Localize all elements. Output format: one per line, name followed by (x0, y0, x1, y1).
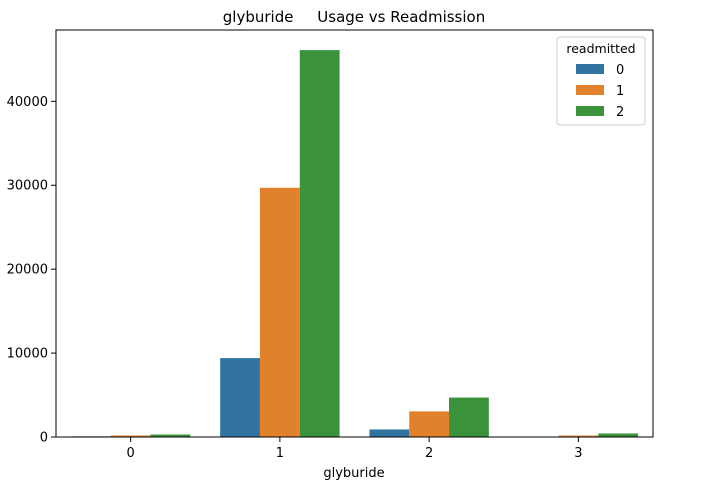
bar-series-2-cat-3 (598, 433, 639, 437)
bar-series-1-cat-0 (110, 435, 151, 437)
y-axis: 0 10000 20000 30000 40000 (7, 95, 56, 446)
y-tick-label-4: 40000 (7, 95, 48, 110)
bar-series-2-cat-2 (449, 397, 489, 437)
bar-series-2-cat-1 (299, 50, 340, 438)
chart-title: glyburide Usage vs Readmission (223, 8, 485, 26)
plot-frame (55, 29, 654, 438)
x-axis-label: glyburide (323, 466, 384, 481)
legend-swatch-1 (576, 85, 604, 95)
legend-swatch-0 (576, 64, 604, 74)
x-tick-label-2: 2 (425, 446, 433, 461)
x-tick-label-0: 0 (126, 446, 134, 461)
x-tick-label-3: 3 (574, 446, 582, 461)
x-tick-label-1: 1 (276, 446, 284, 461)
bar-series-1-cat-1 (259, 187, 300, 437)
x-axis: 0 1 2 3 (126, 437, 583, 461)
bar-series-1-cat-2 (409, 411, 450, 437)
legend-label-1: 1 (616, 84, 624, 99)
legend: readmitted 0 1 2 (556, 36, 646, 126)
legend-swatch-2 (576, 106, 604, 116)
legend-label-2: 2 (616, 105, 624, 120)
y-tick-label-0: 0 (40, 431, 48, 446)
y-tick-label-1: 10000 (7, 347, 48, 362)
bar-series-0-cat-1 (220, 358, 260, 437)
legend-title: readmitted (566, 41, 635, 56)
y-tick-label-3: 30000 (7, 179, 48, 194)
y-tick-label-2: 20000 (7, 263, 48, 278)
bars-group (70, 50, 639, 438)
legend-box (556, 36, 646, 126)
bar-series-0-cat-2 (369, 429, 410, 437)
legend-label-0: 0 (616, 63, 624, 78)
bar-series-1-cat-3 (558, 435, 599, 437)
bar-series-2-cat-0 (150, 434, 191, 437)
